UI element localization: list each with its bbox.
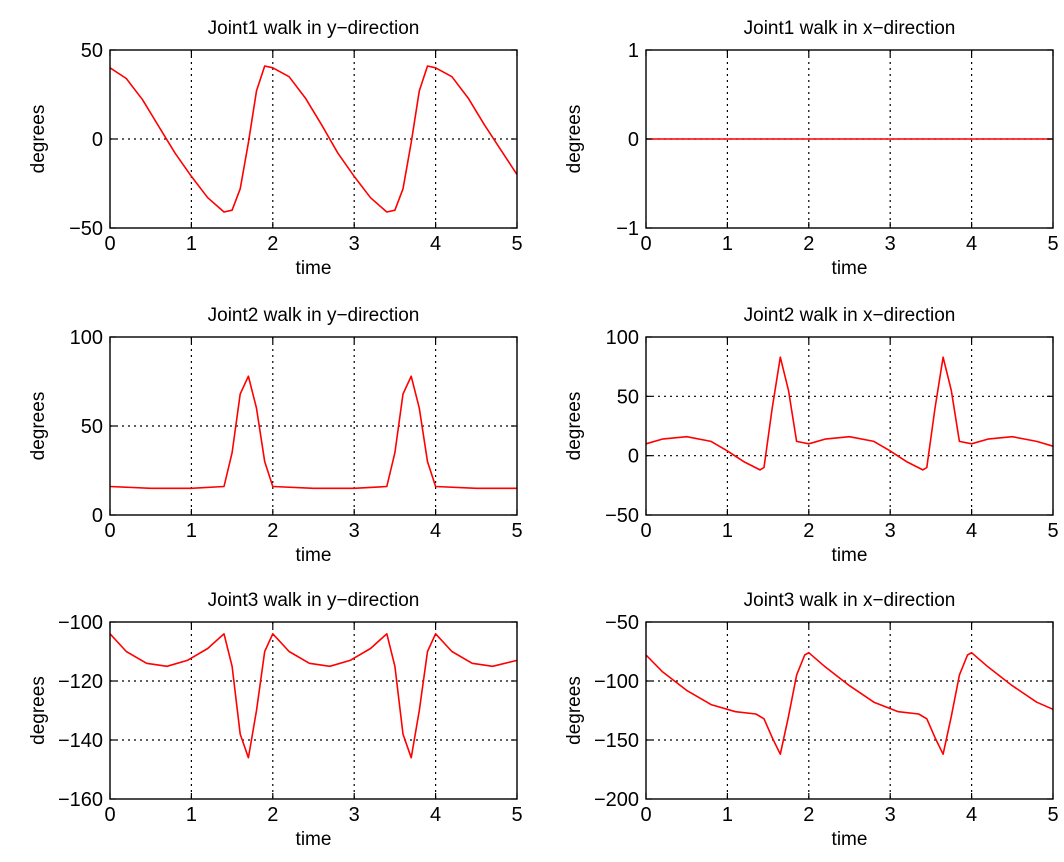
x-axis-label: time — [832, 545, 868, 566]
x-tick-label: 4 — [430, 804, 441, 826]
x-tick-label: 1 — [186, 804, 197, 826]
series-line — [109, 65, 518, 213]
chart-title: Joint2 walk in y−direction — [208, 305, 420, 326]
subplot-5: 0 1 2 3 4 5 −160 −140 −120 −100 Joint3 walk in y−d… — [28, 590, 523, 850]
x-axis-label: time — [296, 258, 332, 279]
x-tick-label: 3 — [349, 233, 360, 255]
y-tick-label: 100 — [606, 327, 639, 349]
series-line — [109, 632, 518, 759]
x-tick-label: 1 — [186, 233, 197, 255]
x-tick-label: 0 — [104, 804, 115, 826]
x-tick-label: 5 — [1047, 520, 1058, 542]
x-tick-label: 1 — [722, 804, 733, 826]
y-tick-label: −200 — [594, 789, 639, 811]
y-tick-label: −100 — [594, 671, 639, 693]
x-tick-label: 2 — [267, 520, 278, 542]
x-tick-label: 2 — [267, 804, 278, 826]
chart-title: Joint1 walk in y−direction — [208, 18, 420, 39]
chart-title: Joint1 walk in x−direction — [744, 18, 956, 39]
x-tick-label: 4 — [430, 520, 441, 542]
x-tick-label: 1 — [722, 233, 733, 255]
y-tick-label: 0 — [92, 505, 103, 527]
y-tick-label: −120 — [58, 671, 103, 693]
x-tick-label: 3 — [885, 520, 896, 542]
y-tick-label: 0 — [628, 446, 639, 468]
y-tick-label: −1 — [616, 218, 639, 240]
x-axis-label: time — [832, 829, 868, 850]
y-axis-label: degrees — [564, 676, 585, 745]
subplot-6: 0 1 2 3 4 5 −200 −150 −100 −50 Joint3 walk in x−di… — [564, 590, 1059, 850]
x-tick-label: 0 — [640, 233, 651, 255]
y-tick-label: 50 — [617, 386, 639, 408]
x-tick-label: 5 — [1047, 804, 1058, 826]
y-tick-label: −150 — [594, 730, 639, 752]
series-line — [645, 356, 1054, 471]
x-tick-label: 3 — [885, 233, 896, 255]
x-tick-label: 3 — [885, 804, 896, 826]
x-tick-label: 1 — [722, 520, 733, 542]
x-tick-label: 3 — [349, 804, 360, 826]
x-tick-label: 2 — [267, 233, 278, 255]
x-tick-label: 4 — [430, 233, 441, 255]
x-tick-label: 0 — [104, 233, 115, 255]
chart-title: Joint3 walk in y−direction — [208, 590, 420, 611]
y-tick-label: 1 — [628, 40, 639, 62]
y-tick-label: −50 — [605, 612, 639, 634]
axes-box — [645, 621, 1054, 800]
x-tick-label: 2 — [803, 520, 814, 542]
x-axis-label: time — [296, 829, 332, 850]
x-tick-label: 0 — [640, 520, 651, 542]
x-tick-label: 1 — [186, 520, 197, 542]
x-tick-label: 4 — [966, 233, 977, 255]
axes-box — [109, 621, 518, 800]
axes-box — [645, 336, 1054, 516]
x-tick-label: 5 — [511, 233, 522, 255]
y-tick-label: 100 — [70, 327, 103, 349]
y-tick-label: 50 — [81, 40, 103, 62]
x-tick-label: 2 — [803, 233, 814, 255]
y-tick-label: −140 — [58, 730, 103, 752]
y-axis-label: degrees — [564, 105, 585, 174]
x-axis-label: time — [832, 258, 868, 279]
x-axis-label: time — [296, 545, 332, 566]
y-tick-label: −50 — [69, 218, 103, 240]
series-line — [109, 375, 517, 490]
y-axis-label: degrees — [564, 392, 585, 461]
y-axis-label: degrees — [28, 105, 49, 174]
y-axis-label: degrees — [28, 392, 49, 461]
y-tick-label: −160 — [58, 789, 103, 811]
y-tick-label: 0 — [92, 129, 103, 151]
x-tick-label: 5 — [1047, 233, 1058, 255]
x-tick-label: 5 — [511, 520, 522, 542]
x-tick-label: 3 — [349, 520, 360, 542]
y-tick-label: 50 — [81, 416, 103, 438]
y-tick-label: 0 — [628, 129, 639, 151]
x-tick-label: 4 — [966, 520, 977, 542]
x-tick-label: 0 — [640, 804, 651, 826]
y-axis-label: degrees — [28, 676, 49, 745]
y-tick-label: −100 — [58, 612, 103, 634]
chart-title: Joint2 walk in x−direction — [744, 305, 956, 326]
y-tick-label: −50 — [605, 505, 639, 527]
x-tick-label: 5 — [511, 804, 522, 826]
series-line — [645, 651, 1054, 756]
x-tick-label: 2 — [803, 804, 814, 826]
x-tick-label: 0 — [104, 520, 115, 542]
x-tick-label: 4 — [966, 804, 977, 826]
chart-title: Joint3 walk in x−direction — [744, 590, 956, 611]
